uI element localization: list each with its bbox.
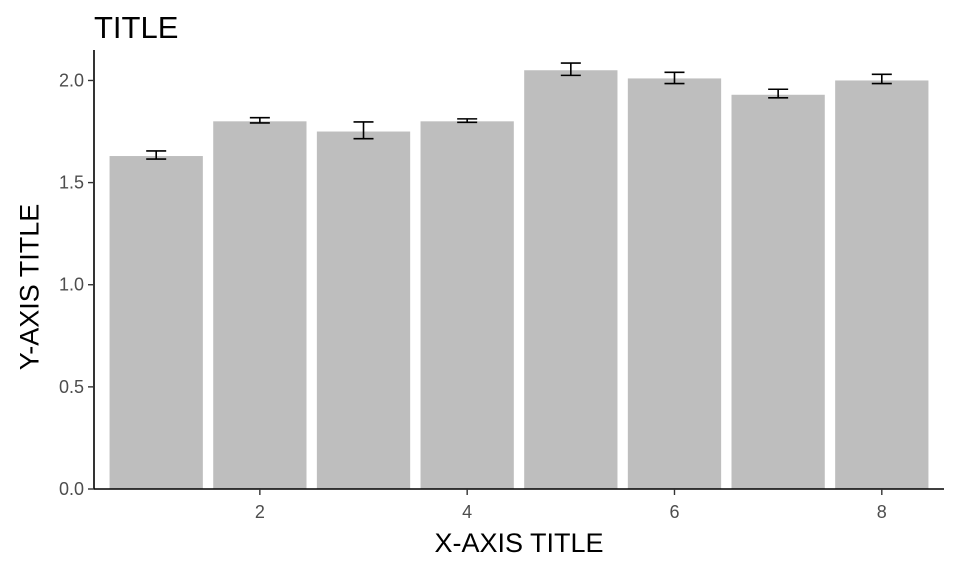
chart-title: TITLE <box>94 10 179 45</box>
bar-3 <box>316 131 411 490</box>
bar-4 <box>420 121 514 490</box>
y-tick-label-0.0: 0.0 <box>59 479 84 499</box>
x-tick-label-6: 6 <box>669 502 679 522</box>
error-bars-layer <box>146 62 892 160</box>
bar-2 <box>213 121 307 490</box>
axes-layer: 0.0 0.5 1.0 1.5 2.0 2 4 6 8 <box>59 50 944 522</box>
bar-1 <box>109 156 203 489</box>
bar-7 <box>731 94 825 490</box>
y-tick-label-1.5: 1.5 <box>59 173 84 193</box>
bars-layer <box>109 70 929 490</box>
x-tick-label-8: 8 <box>877 502 887 522</box>
bar-6 <box>627 78 722 489</box>
x-tick-label-2: 2 <box>255 502 265 522</box>
y-tick-label-0.5: 0.5 <box>59 377 84 397</box>
bar-5 <box>524 70 618 489</box>
x-tick-label-4: 4 <box>462 502 472 522</box>
x-axis-title: X-AXIS TITLE <box>434 528 604 558</box>
y-tick-label-1.0: 1.0 <box>59 275 84 295</box>
y-tick-label-2.0: 2.0 <box>59 70 84 90</box>
y-axis-title: Y-AXIS TITLE <box>14 203 45 371</box>
bar-8 <box>835 80 929 490</box>
